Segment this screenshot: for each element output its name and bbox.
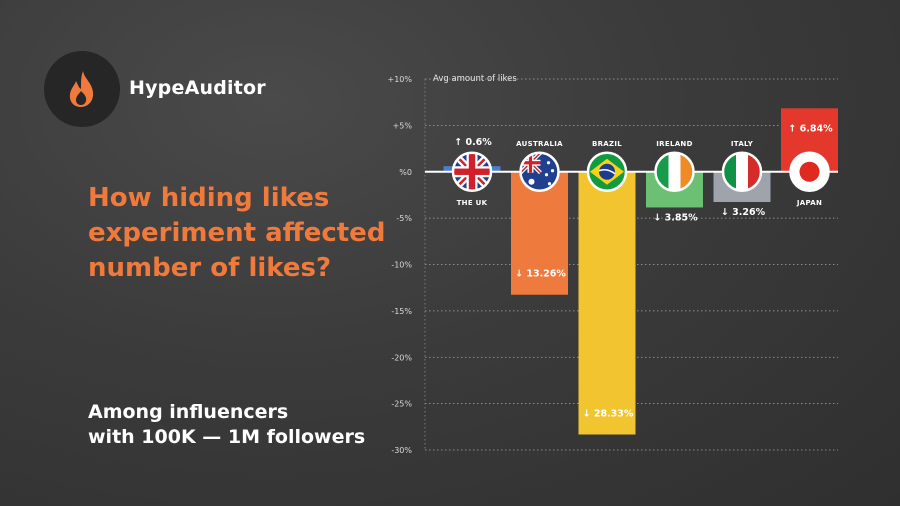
category-label-ireland: IRELAND: [656, 140, 692, 148]
category-label-the-uk: THE UK: [457, 199, 488, 207]
y-tick-label: -30%: [391, 446, 412, 455]
page-subtitle: Among influencers with 100K — 1M followe…: [88, 400, 408, 450]
brazil-flag-icon: [586, 151, 628, 192]
subtitle-line-1: Among influencers: [88, 401, 289, 423]
y-tick-label: +5%: [393, 121, 413, 130]
y-tick-label: -20%: [391, 353, 412, 362]
y-tick-label: -10%: [391, 261, 412, 270]
y-tick-label: %0: [399, 168, 412, 177]
data-label-brazil: ↓ 28.33%: [583, 409, 634, 420]
category-label-japan: JAPAN: [796, 199, 822, 207]
data-label-japan: ↑ 6.84%: [788, 123, 833, 134]
italy-flag-icon: [721, 151, 763, 192]
brand-logo: [44, 51, 120, 127]
category-label-brazil: BRAZIL: [592, 140, 622, 148]
australia-flag-icon: [519, 151, 560, 192]
y-tick-label: -5%: [396, 214, 412, 223]
uk-flag-icon: [451, 151, 493, 192]
ireland-flag-icon: [654, 151, 695, 192]
data-label-the-uk: ↑ 0.6%: [454, 137, 492, 148]
page-title: How hiding likes experiment affected num…: [88, 183, 386, 283]
data-label-australia: ↓ 13.26%: [515, 269, 566, 280]
category-label-australia: AUSTRALIA: [516, 140, 563, 148]
y-tick-label: -25%: [391, 400, 412, 409]
y-axis-label: Avg amount of likes: [433, 74, 517, 84]
category-label-italy: ITALY: [731, 140, 754, 148]
bar-australia: [511, 171, 568, 295]
bar-brazil: [578, 171, 636, 435]
y-tick-label: +10%: [388, 75, 413, 84]
data-label-italy: ↓ 3.26%: [721, 207, 766, 218]
data-label-ireland: ↓ 3.85%: [653, 212, 698, 223]
brand-name: HypeAuditor: [129, 77, 266, 99]
subtitle-line-2: with 100K — 1M followers: [88, 426, 366, 448]
y-tick-label: -15%: [391, 307, 412, 316]
japan-flag-icon: [789, 151, 830, 192]
flame-icon: [69, 71, 94, 107]
